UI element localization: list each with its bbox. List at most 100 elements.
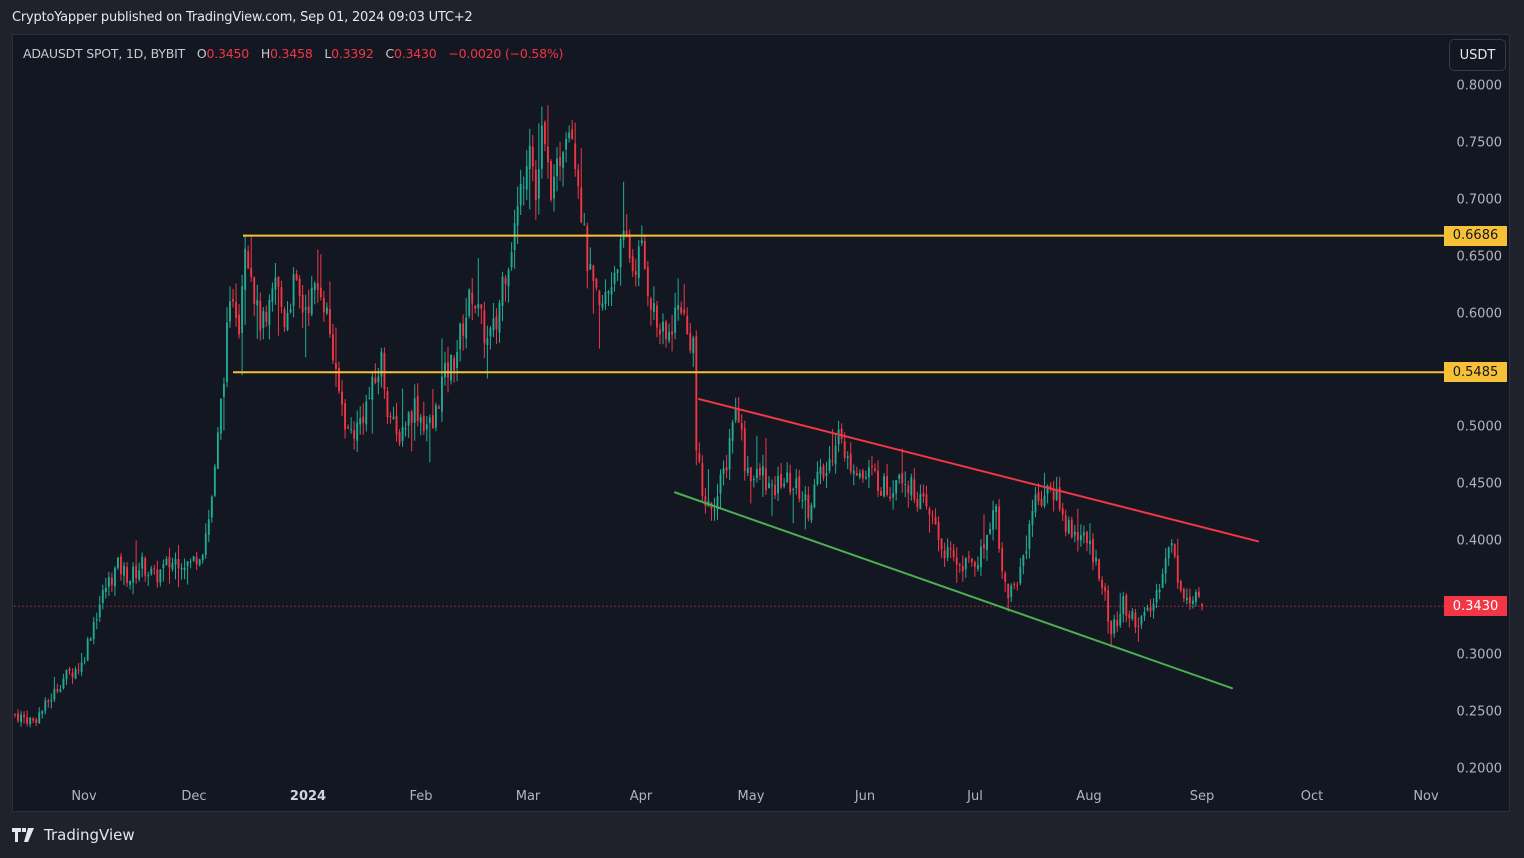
- candle-body: [577, 169, 580, 187]
- low-label: L: [324, 46, 332, 61]
- candle-body: [874, 468, 876, 471]
- candle-body: [1113, 619, 1116, 634]
- candle-body: [904, 484, 907, 486]
- candle-body: [1137, 625, 1140, 627]
- candle-body: [704, 496, 707, 506]
- candle-body: [771, 484, 773, 486]
- candle-body: [422, 415, 425, 432]
- candle-body: [598, 290, 601, 306]
- candle-body: [310, 287, 313, 315]
- candle-body: [1092, 538, 1094, 563]
- candle-body: [616, 269, 619, 274]
- candle-body: [1031, 510, 1034, 525]
- candle-body: [740, 423, 743, 430]
- high-value: 0.3458: [270, 46, 313, 61]
- candle-body: [1085, 531, 1088, 544]
- close-label: C: [385, 46, 394, 61]
- candle-body: [498, 302, 501, 333]
- candle-body: [95, 619, 98, 621]
- candle-body: [607, 291, 610, 294]
- candle-body: [229, 301, 231, 322]
- candle-body: [774, 484, 776, 496]
- candle-body: [380, 351, 383, 377]
- candle-body: [238, 314, 241, 335]
- candle-body: [62, 678, 65, 689]
- candle-body: [213, 466, 216, 496]
- candle-body: [489, 328, 492, 337]
- candle-body: [492, 318, 495, 331]
- candle-body: [189, 561, 192, 563]
- candle-body: [289, 309, 292, 313]
- candle-body: [256, 299, 259, 306]
- candle-body: [613, 272, 616, 284]
- candle-body: [132, 566, 135, 583]
- time-tick: Mar: [515, 789, 541, 804]
- price-tick: 0.2000: [1456, 761, 1503, 777]
- candle-body: [162, 564, 165, 569]
- time-tick: 2024: [289, 789, 327, 804]
- candle-body: [1040, 498, 1043, 506]
- candle-body: [989, 529, 991, 534]
- candle-body: [867, 467, 870, 478]
- candle-body: [889, 496, 892, 499]
- candle-body: [20, 714, 22, 722]
- time-tick: Aug: [1076, 789, 1102, 804]
- descending-support-trendline: [674, 491, 1233, 690]
- candle-body: [1067, 520, 1070, 534]
- candle-body: [17, 713, 19, 721]
- candle-body: [35, 719, 38, 723]
- candle-body: [677, 304, 680, 310]
- candle-body: [1179, 581, 1182, 591]
- candle-body: [298, 278, 301, 297]
- candle-body: [295, 274, 298, 280]
- candle-body: [1182, 588, 1185, 599]
- candle-body: [434, 405, 437, 428]
- candle-body: [313, 283, 316, 291]
- candle-body: [195, 557, 198, 565]
- candle-body: [992, 510, 995, 530]
- candle-body: [910, 477, 913, 496]
- candle-body: [716, 495, 719, 510]
- candle-body: [1173, 544, 1176, 557]
- candle-body: [465, 317, 468, 339]
- candle-body: [952, 550, 955, 557]
- candle-body: [674, 307, 677, 333]
- candle-body: [631, 256, 634, 271]
- candle-body: [1073, 531, 1076, 536]
- candle-body: [528, 145, 531, 170]
- candle-body: [761, 466, 764, 476]
- candle-body: [668, 331, 670, 341]
- candle-body: [450, 354, 452, 381]
- brand-name: TradingView: [44, 826, 135, 844]
- candle-body: [29, 717, 32, 725]
- candle-body: [26, 717, 29, 724]
- candle-body: [898, 475, 901, 479]
- candle-body: [628, 234, 631, 259]
- candle-body: [277, 276, 280, 287]
- candle-body: [192, 556, 195, 561]
- candle-body: [50, 699, 53, 702]
- low-value: 0.3392: [331, 46, 374, 61]
- candle-body: [849, 453, 852, 472]
- candle-body: [1064, 515, 1067, 532]
- currency-button[interactable]: USDT: [1449, 39, 1506, 71]
- candle-body: [1134, 612, 1137, 628]
- candle-body: [92, 622, 95, 640]
- publisher-caption: CryptoYapper published on TradingView.co…: [12, 10, 473, 25]
- chart-pane[interactable]: [12, 34, 1510, 812]
- candle-body: [1116, 619, 1119, 627]
- candle-body: [477, 304, 480, 309]
- candle-body: [480, 304, 483, 309]
- candle-body: [359, 418, 362, 425]
- candle-body: [719, 474, 722, 494]
- candle-body: [1201, 603, 1203, 607]
- candle-body: [165, 558, 168, 565]
- candle-body: [1195, 592, 1197, 602]
- candle-body: [1010, 585, 1013, 597]
- candle-body: [634, 270, 637, 276]
- candle-body: [222, 384, 225, 397]
- candle-body: [692, 337, 695, 354]
- candle-body: [307, 306, 310, 314]
- candle-body: [495, 316, 498, 330]
